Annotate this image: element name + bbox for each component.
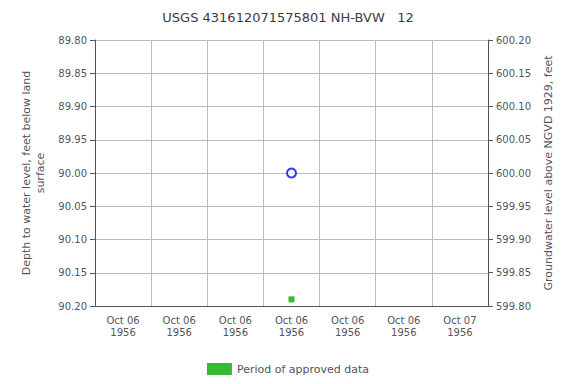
svg-text:90.10: 90.10 (58, 234, 87, 245)
svg-text:600.00: 600.00 (496, 168, 531, 179)
svg-text:599.95: 599.95 (496, 201, 531, 212)
svg-text:1956: 1956 (223, 327, 248, 338)
svg-text:90.15: 90.15 (58, 267, 87, 278)
svg-text:Oct 06: Oct 06 (219, 315, 252, 326)
svg-text:599.90: 599.90 (496, 234, 531, 245)
svg-text:Groundwater level above NGVD 1: Groundwater level above NGVD 1929, feet (542, 55, 555, 291)
svg-text:1956: 1956 (166, 327, 191, 338)
svg-text:Oct 06: Oct 06 (106, 315, 139, 326)
svg-text:Oct 06: Oct 06 (387, 315, 420, 326)
svg-text:Depth to water level, feet bel: Depth to water level, feet below land (20, 71, 33, 276)
svg-text:599.85: 599.85 (496, 267, 531, 278)
svg-text:600.05: 600.05 (496, 134, 531, 145)
svg-text:90.00: 90.00 (58, 168, 87, 179)
svg-text:90.20: 90.20 (58, 301, 87, 312)
svg-text:600.10: 600.10 (496, 101, 531, 112)
svg-text:89.80: 89.80 (58, 35, 87, 46)
svg-text:600.15: 600.15 (496, 68, 531, 79)
svg-text:Oct 06: Oct 06 (331, 315, 364, 326)
svg-text:90.05: 90.05 (58, 201, 87, 212)
svg-text:1956: 1956 (279, 327, 304, 338)
svg-text:USGS 431612071575801 NH-BVW: USGS 431612071575801 NH-BVW 12 (162, 10, 413, 25)
svg-text:1956: 1956 (335, 327, 360, 338)
svg-text:1956: 1956 (110, 327, 135, 338)
svg-text:Oct 06: Oct 06 (275, 315, 308, 326)
svg-text:600.20: 600.20 (496, 35, 531, 46)
svg-text:89.90: 89.90 (58, 101, 87, 112)
svg-text:1956: 1956 (447, 327, 472, 338)
svg-text:surface: surface (34, 152, 47, 193)
svg-text:Oct 06: Oct 06 (163, 315, 196, 326)
svg-text:599.80: 599.80 (496, 301, 531, 312)
svg-text:1956: 1956 (391, 327, 416, 338)
svg-text:Period of approved data: Period of approved data (237, 363, 369, 376)
svg-text:89.95: 89.95 (58, 134, 87, 145)
svg-text:Oct 07: Oct 07 (443, 315, 476, 326)
svg-text:89.85: 89.85 (58, 68, 87, 79)
